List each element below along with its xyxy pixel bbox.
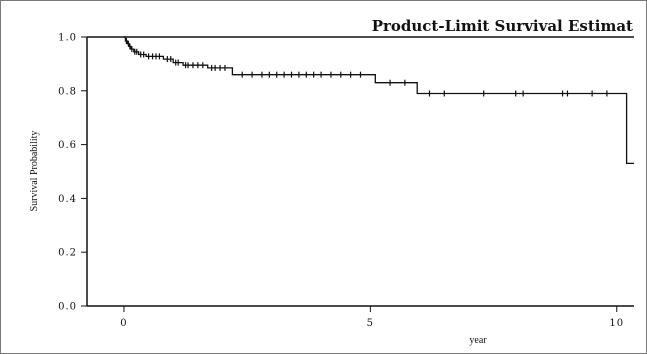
survival-curve xyxy=(124,36,634,165)
y-axis-label: Survival Probability xyxy=(29,131,40,212)
y-tick-label: 0.6 xyxy=(58,140,77,151)
y-tick-label: 0.4 xyxy=(58,194,77,205)
x-axis-label: year xyxy=(469,335,487,346)
x-tick-label: 10 xyxy=(609,318,624,329)
censor-marks xyxy=(125,38,608,97)
chart-title: Product-Limit Survival Estimat xyxy=(372,17,633,35)
x-tick-label: 0 xyxy=(120,318,127,329)
y-tick-label: 1.0 xyxy=(58,33,77,44)
ticks: 0.0 0.2 0.4 0.6 0.8 1.0 0 5 10 xyxy=(58,33,624,330)
y-tick-label: 0.8 xyxy=(58,86,77,97)
axes xyxy=(86,37,634,307)
x-tick-label: 5 xyxy=(367,318,374,329)
y-tick-label: 0.0 xyxy=(58,302,77,313)
y-tick-label: 0.2 xyxy=(58,248,77,259)
